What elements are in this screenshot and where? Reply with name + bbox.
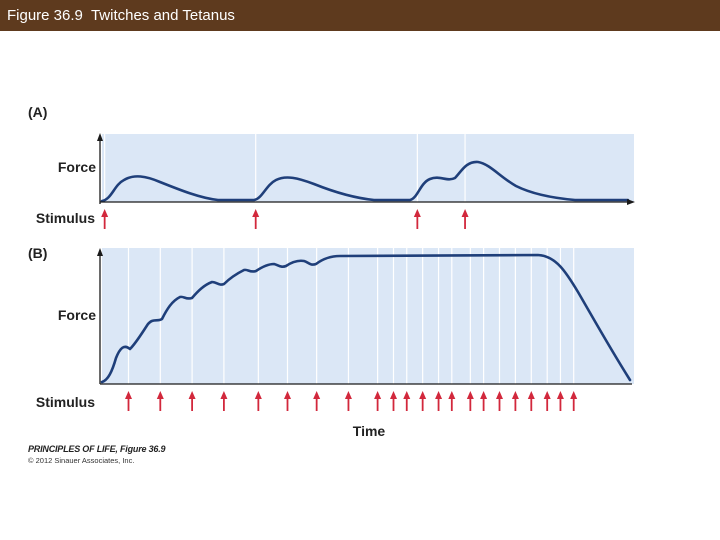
panel-b-stimulus-arrow <box>284 391 291 411</box>
panel-a-stimulus-arrow <box>252 209 260 229</box>
panel-b-stimulus-arrow <box>390 391 397 411</box>
panel-b-label: (B) <box>28 245 47 261</box>
panel-a-stimulus-arrows <box>101 209 469 229</box>
panel-b-stimulus-arrows <box>125 391 578 411</box>
panel-b-stimulus-arrow <box>435 391 443 411</box>
panel-a-label: (A) <box>28 104 47 120</box>
panel-b-stimulus-arrow <box>466 391 474 411</box>
panel-a-plot-area <box>102 134 634 202</box>
panel-a-force-label: Force <box>58 159 96 175</box>
panel-b-stimulus-arrow <box>527 391 535 411</box>
panel-b-stimulus-arrow <box>543 391 551 411</box>
panel-a-stimulus-label: Stimulus <box>36 210 95 226</box>
panel-b-stimulus-arrow <box>344 391 352 411</box>
panel-b <box>97 248 634 385</box>
figure-credit: PRINCIPLES OF LIFE, Figure 36.9 © 2012 S… <box>28 444 166 465</box>
title-bar: Figure 36.9 Twitches and Tetanus <box>0 0 720 31</box>
panel-a <box>97 133 635 205</box>
panel-a-stimulus-arrow <box>461 209 469 229</box>
credit-title: PRINCIPLES OF LIFE, Figure 36.9 <box>28 444 166 454</box>
panel-b-stimulus-arrow <box>188 391 196 411</box>
panel-b-gridlines <box>127 248 575 384</box>
panel-b-stimulus-arrow <box>254 391 262 411</box>
panel-b-stimulus-arrow <box>480 391 488 411</box>
panel-b-stimulus-arrow <box>156 391 164 411</box>
panel-a-stimulus-arrow <box>101 209 109 229</box>
panel-b-force-curve <box>100 253 632 384</box>
panel-b-stimulus-arrow <box>570 391 578 411</box>
panel-b-stimulus-arrow <box>125 391 132 411</box>
time-axis-label: Time <box>353 423 386 439</box>
panel-b-stimulus-arrow <box>220 391 228 411</box>
panel-b-stimulus-arrow <box>448 391 456 411</box>
panel-b-stimulus-label: Stimulus <box>36 394 95 410</box>
panel-b-stimulus-arrow <box>419 391 427 411</box>
panel-a-x-axis-arrowhead <box>627 199 635 205</box>
panel-b-stimulus-arrow <box>374 391 382 411</box>
panel-b-stimulus-arrow <box>403 391 411 411</box>
slide-title: Figure 36.9 Twitches and Tetanus <box>7 7 235 24</box>
panel-b-stimulus-arrow <box>496 391 503 411</box>
panel-a-force-curve <box>100 160 630 203</box>
panel-a-stimulus-arrow <box>413 209 421 229</box>
panel-b-stimulus-arrow <box>511 391 519 411</box>
panel-b-stimulus-arrow <box>556 391 564 411</box>
panel-b-stimulus-arrow <box>313 391 321 411</box>
panel-a-y-axis-arrowhead <box>97 133 103 141</box>
panel-b-force-label: Force <box>58 307 96 323</box>
credit-copyright: © 2012 Sinauer Associates, Inc. <box>28 456 135 465</box>
panel-b-plot-area <box>102 248 634 384</box>
panel-b-y-axis-arrowhead <box>97 248 103 256</box>
